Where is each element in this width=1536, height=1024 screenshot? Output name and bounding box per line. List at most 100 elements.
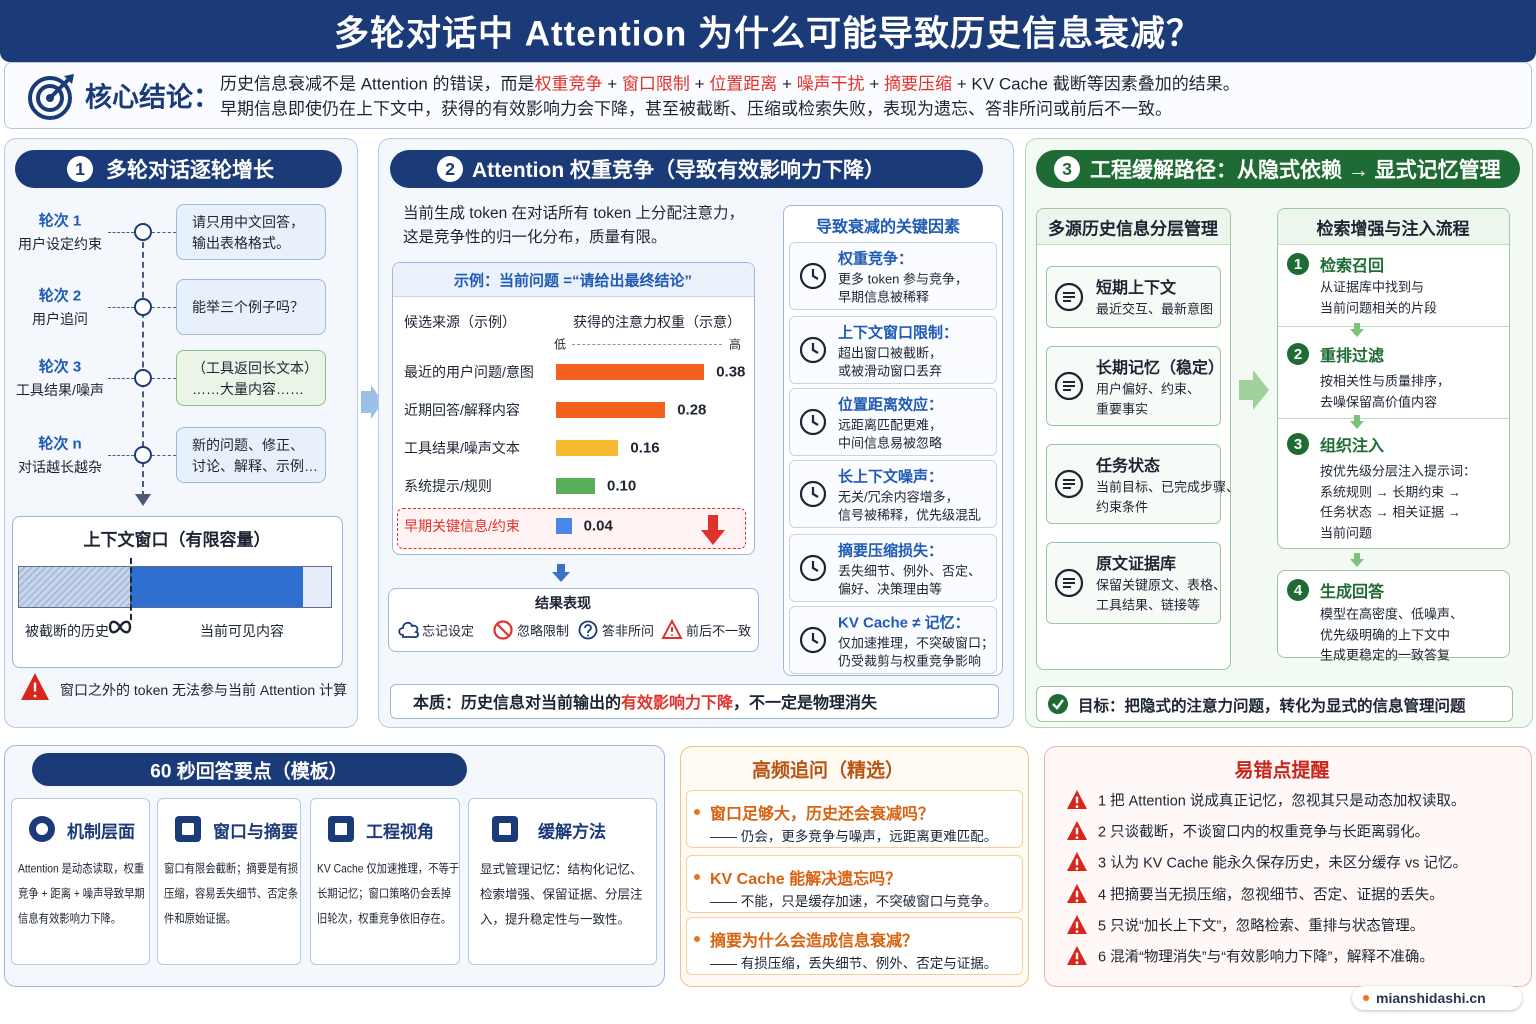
icon-shape — [1063, 578, 1075, 588]
step-desc: 模型在高密度、低噪声、 — [1320, 606, 1464, 622]
icon-shape — [811, 487, 819, 498]
text-run: 窗口限制 — [621, 74, 690, 94]
icon-shape — [1054, 568, 1084, 598]
card-desc: 件和原始证据。 — [164, 911, 237, 926]
answer-header — [32, 753, 467, 786]
turn-bubble — [176, 350, 326, 406]
bar-category: 工具结果/噪声文本 — [404, 440, 520, 456]
step-desc: 去噪保留高价值内容 — [1320, 394, 1438, 409]
flow-arrow — [361, 385, 383, 419]
results-box — [388, 588, 759, 652]
window-left-label: 被截断的历史 — [25, 623, 109, 639]
factor-title: 权重竞争： — [838, 250, 914, 268]
icon-shape — [578, 620, 598, 640]
turn-connector — [152, 232, 176, 233]
icon-shape — [36, 84, 64, 112]
flow-title-bar — [1278, 209, 1509, 245]
example-title-bar — [393, 263, 754, 297]
followup-dot — [694, 936, 700, 942]
example-col-2: 获得的注意力权重（示意） — [573, 314, 741, 330]
mistake-item: 2 只谈截断，不谈窗口内的权重竞争与长距离弱化。 — [1098, 824, 1430, 841]
step-arrow — [1350, 323, 1364, 337]
card-title: 工程视角 — [366, 822, 434, 842]
icon-shape — [1075, 805, 1079, 808]
core-label: 核心结论： — [85, 82, 220, 113]
step-desc: 系统规则 → 长期约束 → — [1320, 484, 1461, 499]
panel-3-header — [1036, 150, 1520, 188]
card-title: 缓解方法 — [538, 822, 606, 842]
step-desc: 按优先级分层注入提示词： — [1320, 463, 1477, 479]
essence-box — [390, 684, 999, 719]
icon-shape — [1063, 381, 1075, 391]
card-desc: Attention 是动态读取，权重 — [18, 861, 145, 876]
turn-round: 轮次 2 — [38, 287, 82, 305]
bubble-text: 输出表格格式。 — [192, 234, 290, 251]
icon-shape — [48, 76, 72, 100]
text-run: + — [777, 74, 797, 94]
page-title: 多轮对话中 Attention 为什么可能导致历史信息衰减？ — [333, 14, 1203, 54]
step-arrow — [1350, 415, 1364, 429]
example-col-1: 候选来源（示例） — [404, 314, 516, 330]
step-title: 生成回答 — [1320, 584, 1385, 601]
header-bar — [0, 0, 1536, 62]
followup-card — [686, 855, 1023, 913]
target-icon — [28, 74, 74, 120]
cut-icon — [108, 620, 132, 634]
factor-card — [789, 534, 997, 602]
warning-icon — [1067, 821, 1087, 841]
icon-shape — [1048, 694, 1068, 714]
window-right-label: 当前可见内容 — [200, 623, 284, 639]
bubble-text: 讨论、解释、示例… — [192, 457, 318, 474]
factor-card — [789, 460, 997, 528]
turn-round: 轮次 1 — [38, 212, 82, 230]
core-line-2: 早期信息即使仍在上下文中，获得的有效影响力会下降，甚至被截断、压缩或检索失败，表… — [220, 99, 1172, 119]
factor-desc: 中间信息易被忽略 — [838, 435, 943, 451]
footer-dot — [1363, 995, 1369, 1001]
card-desc: KV Cache 仅加速推理，不等于 — [317, 861, 460, 876]
factor-desc: 仍受裁剪与权重竞争影响 — [838, 653, 982, 669]
mistake-item: 1 把 Attention 说成真正记忆，忽视其只是动态加权读取。 — [1098, 793, 1466, 810]
layer-desc: 保留关键原文、表格、 — [1096, 577, 1227, 593]
flow-box — [1277, 208, 1510, 549]
text-run: 有效影响力下降 — [621, 695, 734, 712]
icon-shape — [671, 634, 673, 636]
layer-title: 原文证据库 — [1096, 556, 1177, 573]
icon-shape — [811, 269, 819, 280]
turn-node — [134, 369, 152, 387]
result-item: 忽略限制 — [517, 623, 570, 639]
icon-shape — [1075, 867, 1079, 871]
followup-question: KV Cache 能解决遗忘吗？ — [710, 871, 902, 888]
turn-node — [134, 446, 152, 464]
layer-title: 短期上下文 — [1096, 280, 1177, 297]
card-title: 窗口与摘要 — [213, 822, 298, 842]
icon-shape — [701, 515, 725, 545]
turn-connector — [108, 378, 134, 379]
card-desc: 入，提升稳定性与一致性。 — [480, 912, 631, 927]
followup-card — [686, 917, 1023, 975]
result-icon — [661, 618, 683, 639]
footer-text: mianshidashi.cn — [1376, 990, 1486, 1006]
factor-desc: 远距离匹配更难， — [838, 417, 943, 433]
icon-shape — [182, 823, 194, 835]
layer-desc: 当前目标、已完成步骤、 — [1096, 479, 1240, 495]
card-desc: 长期记忆；窗口策略仍会丢掉 — [317, 886, 452, 901]
followup-dot — [694, 809, 700, 815]
text-run: 位置距离 — [709, 74, 778, 94]
step-title: 检索召回 — [1320, 258, 1385, 275]
step-arrow — [1350, 553, 1364, 567]
turn-connector — [108, 307, 134, 308]
warning-icon — [1067, 790, 1087, 809]
icon-shape — [398, 621, 420, 639]
step-number: 2 — [1287, 343, 1309, 365]
warning-icon — [1067, 946, 1087, 965]
scale-line — [572, 344, 722, 345]
goal-box — [1036, 686, 1513, 722]
turn-node — [134, 223, 152, 241]
step-desc: 优先级明确的上下文中 — [1320, 627, 1451, 642]
factor-card — [789, 242, 997, 310]
panel-1-warning: 窗口之外的 token 无法参与当前 Attention 计算 — [60, 682, 348, 698]
window-visible — [130, 567, 303, 607]
turn-connector — [108, 455, 134, 456]
decline-arrow — [701, 515, 725, 545]
